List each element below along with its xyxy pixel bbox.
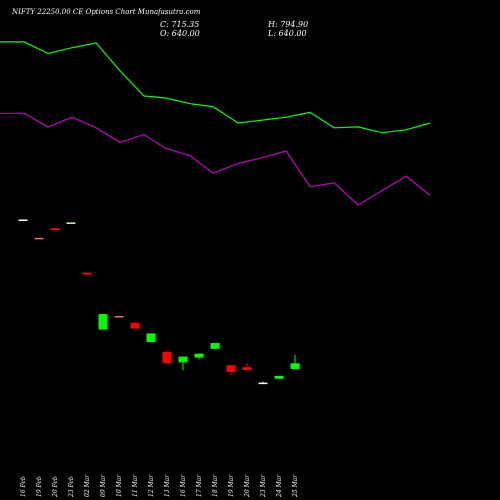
candle-25-mar [290, 354, 300, 370]
x-tick-label: 16 Mar [180, 474, 187, 497]
candle-20-mar [242, 363, 252, 371]
candle-body [258, 382, 268, 385]
x-axis: 16 Feb 19 Feb 20 Feb 23 Feb 02 Mar 09 Mar 10 M… [20, 474, 299, 498]
x-tick-label: 20 Feb [52, 476, 59, 498]
x-tick-label: 25 Mar [292, 474, 299, 498]
candle-body [242, 367, 252, 371]
low-value: L: 640.00 [268, 29, 307, 38]
x-tick-label: 11 Mar [132, 474, 139, 497]
candle-17-mar [194, 353, 204, 360]
candle-body [162, 351, 172, 364]
chart-title: NIFTY 22250.00 CE Options Chart Munafasu… [12, 8, 201, 16]
x-tick-label: 24 Mar [276, 474, 283, 498]
x-tick-label: 10 Mar [116, 474, 123, 497]
candle-body [130, 322, 140, 329]
candle-24-mar [274, 375, 284, 379]
x-tick-label: 19 Feb [36, 476, 43, 497]
indicator-line-1 [0, 41, 431, 134]
x-tick-label: 23 Mar [260, 474, 267, 498]
high-value: H: 794.90 [268, 20, 309, 29]
candle-19-feb [34, 237, 44, 240]
x-tick-label: 12 Mar [148, 474, 155, 497]
candle-body [114, 316, 124, 318]
candle-body [178, 356, 188, 363]
candle-body [146, 333, 156, 343]
candle-body [50, 228, 60, 231]
candle-16-mar [178, 356, 188, 371]
candle-20-feb [50, 228, 60, 231]
candle-09-mar [98, 314, 108, 330]
candle-13-mar [162, 351, 172, 364]
candle-body [274, 375, 284, 379]
x-tick-label: 20 Mar [244, 474, 251, 498]
x-tick-label: 19 Mar [228, 474, 235, 497]
candle-11-mar [130, 322, 140, 329]
x-tick-label: 17 Mar [196, 474, 203, 497]
candle-body [226, 365, 236, 372]
candle-body [82, 272, 92, 275]
candle-23-feb [66, 222, 76, 224]
candle-23-mar [258, 381, 268, 385]
x-tick-label: 23 Feb [68, 476, 75, 498]
x-tick-label: 02 Mar [84, 474, 91, 497]
candle-16-feb [18, 219, 28, 222]
candle-18-mar [210, 343, 220, 349]
candle-body [18, 219, 28, 222]
candle-body [210, 343, 220, 349]
candle-12-mar [146, 333, 156, 343]
candle-body [66, 222, 76, 224]
open-value: O: 640.00 [160, 29, 200, 38]
candle-body [290, 363, 300, 370]
candle-body [194, 353, 204, 358]
indicator-line-2 [0, 112, 431, 206]
x-tick-label: 18 Mar [212, 474, 219, 497]
x-tick-label: 16 Feb [20, 476, 27, 497]
x-tick-label: 09 Mar [100, 474, 107, 497]
x-tick-label: 13 Mar [164, 474, 171, 497]
candle-19-mar [226, 365, 236, 375]
candle-10-mar [114, 316, 124, 318]
candle-02-mar [82, 272, 92, 275]
candle-body [34, 237, 44, 240]
candles [18, 219, 300, 385]
close-value: C: 715.35 [160, 20, 200, 29]
candle-body [98, 314, 108, 330]
indicator-lines [0, 41, 431, 206]
